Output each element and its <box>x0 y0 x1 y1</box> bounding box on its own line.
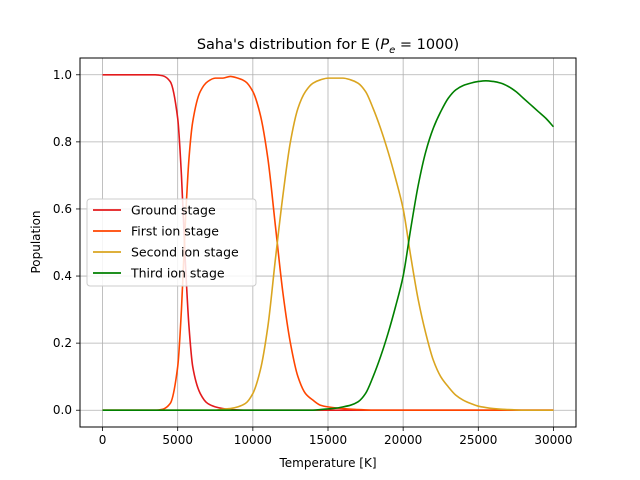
x-tick-label: 25000 <box>459 433 497 447</box>
y-axis-label: Population <box>29 210 43 273</box>
x-tick-label: 5000 <box>162 433 193 447</box>
chart-title: Saha's distribution for E (Pe = 1000) <box>197 37 459 56</box>
series-line-2 <box>102 75 554 412</box>
y-tick-label: 0.8 <box>53 135 72 149</box>
legend-label-3: Second ion stage <box>131 245 239 260</box>
x-tick-label: 0 <box>99 433 107 447</box>
y-tick-label: 0.2 <box>53 336 72 350</box>
legend-label-4: Third ion stage <box>130 266 225 281</box>
x-axis-label: Temperature [K] <box>278 456 376 470</box>
x-tick-label: 30000 <box>534 433 572 447</box>
x-tick-label: 10000 <box>234 433 272 447</box>
legend-label-2: First ion stage <box>131 224 219 239</box>
x-tick-label: 20000 <box>384 433 422 447</box>
legend: Ground stage First ion stage Second ion st… <box>86 198 257 287</box>
legend-label-1: Ground stage <box>131 203 216 218</box>
y-tick-label: 1.0 <box>53 68 72 82</box>
y-tick-label: 0.0 <box>53 403 72 417</box>
legend-box <box>86 198 257 287</box>
series-lines <box>102 73 555 412</box>
y-tick-label: 0.6 <box>53 202 72 216</box>
series-line-4 <box>102 80 555 412</box>
x-ticks: 0 5000 10000 15000 20000 25000 30000 <box>99 427 573 447</box>
x-tick-label: 15000 <box>309 433 347 447</box>
y-tick-label: 0.4 <box>53 269 72 283</box>
y-ticks: 0.0 0.2 0.4 0.6 0.8 1.0 <box>53 68 80 417</box>
